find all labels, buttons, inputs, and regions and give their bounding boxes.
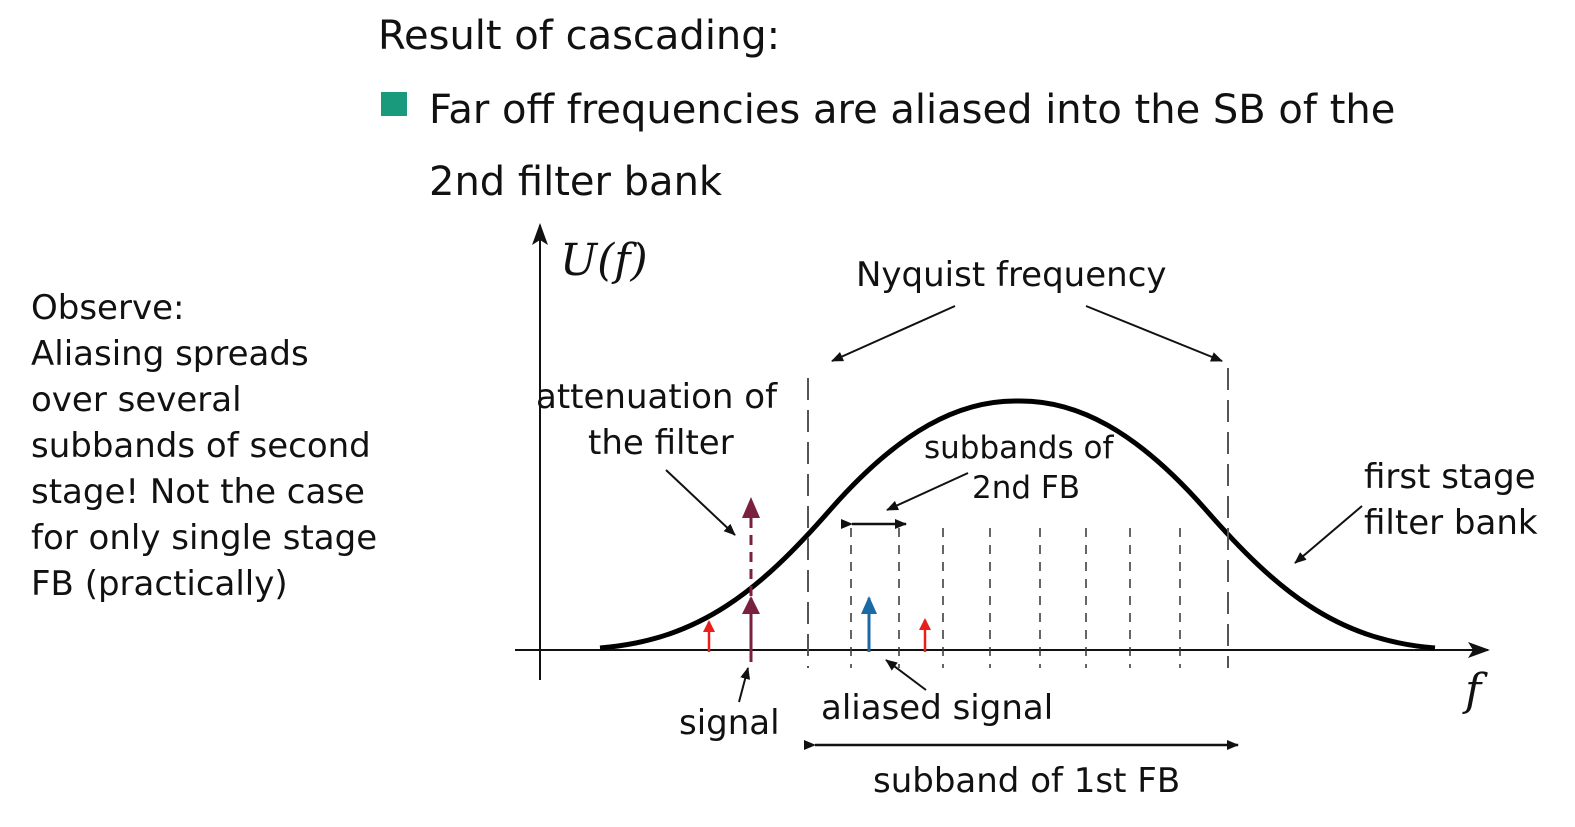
slide-heading: Result of cascading: — [378, 13, 781, 59]
second-stage-subband-lines — [850, 528, 1181, 668]
aliased-pointer — [885, 659, 927, 691]
x-axis-label: f — [1462, 665, 1488, 716]
observe-line: Aliasing spreads — [31, 334, 309, 374]
attenuation-label-line-1: attenuation of — [536, 377, 778, 417]
observe-line: for only single stage — [31, 518, 378, 558]
subbands-label-line-2: 2nd FB — [972, 470, 1080, 506]
attenuation-pointer — [665, 469, 736, 536]
nyquist-pointer-right — [1085, 305, 1223, 362]
first-stage-label-line-1: first stage — [1364, 457, 1536, 497]
y-axis-label: U(f) — [560, 235, 648, 286]
filter-response-curve — [599, 398, 1436, 651]
observe-line: FB (practically) — [31, 564, 288, 604]
aliased-signal-label: aliased signal — [821, 688, 1053, 728]
observe-line: subbands of second — [31, 426, 371, 466]
observe-note: Observe: Aliasing spreads over several s… — [31, 285, 377, 607]
observe-line: stage! Not the case — [31, 472, 365, 512]
attenuation-label-line-2: the filter — [588, 423, 734, 463]
signal-label: signal — [679, 703, 780, 743]
subbands-pointer — [886, 472, 969, 511]
bullet-text-line-1: Far off frequencies are aliased into the… — [429, 87, 1396, 133]
bullet-text-line-2: 2nd filter bank — [429, 159, 723, 205]
first-stage-pointer — [1294, 505, 1363, 564]
nyquist-pointer-left — [831, 305, 956, 362]
nyquist-label: Nyquist frequency — [856, 255, 1167, 295]
observe-line: Observe: — [31, 288, 185, 328]
bullet-square-icon — [381, 92, 407, 116]
first-stage-label-line-2: filter bank — [1364, 503, 1538, 543]
first-fb-subband-label: subband of 1st FB — [873, 761, 1180, 801]
signal-original-arrowhead — [742, 497, 760, 518]
subbands-label-line-1: subbands of — [924, 430, 1114, 466]
observe-line: over several — [31, 380, 242, 420]
signal-pointer — [738, 667, 751, 703]
